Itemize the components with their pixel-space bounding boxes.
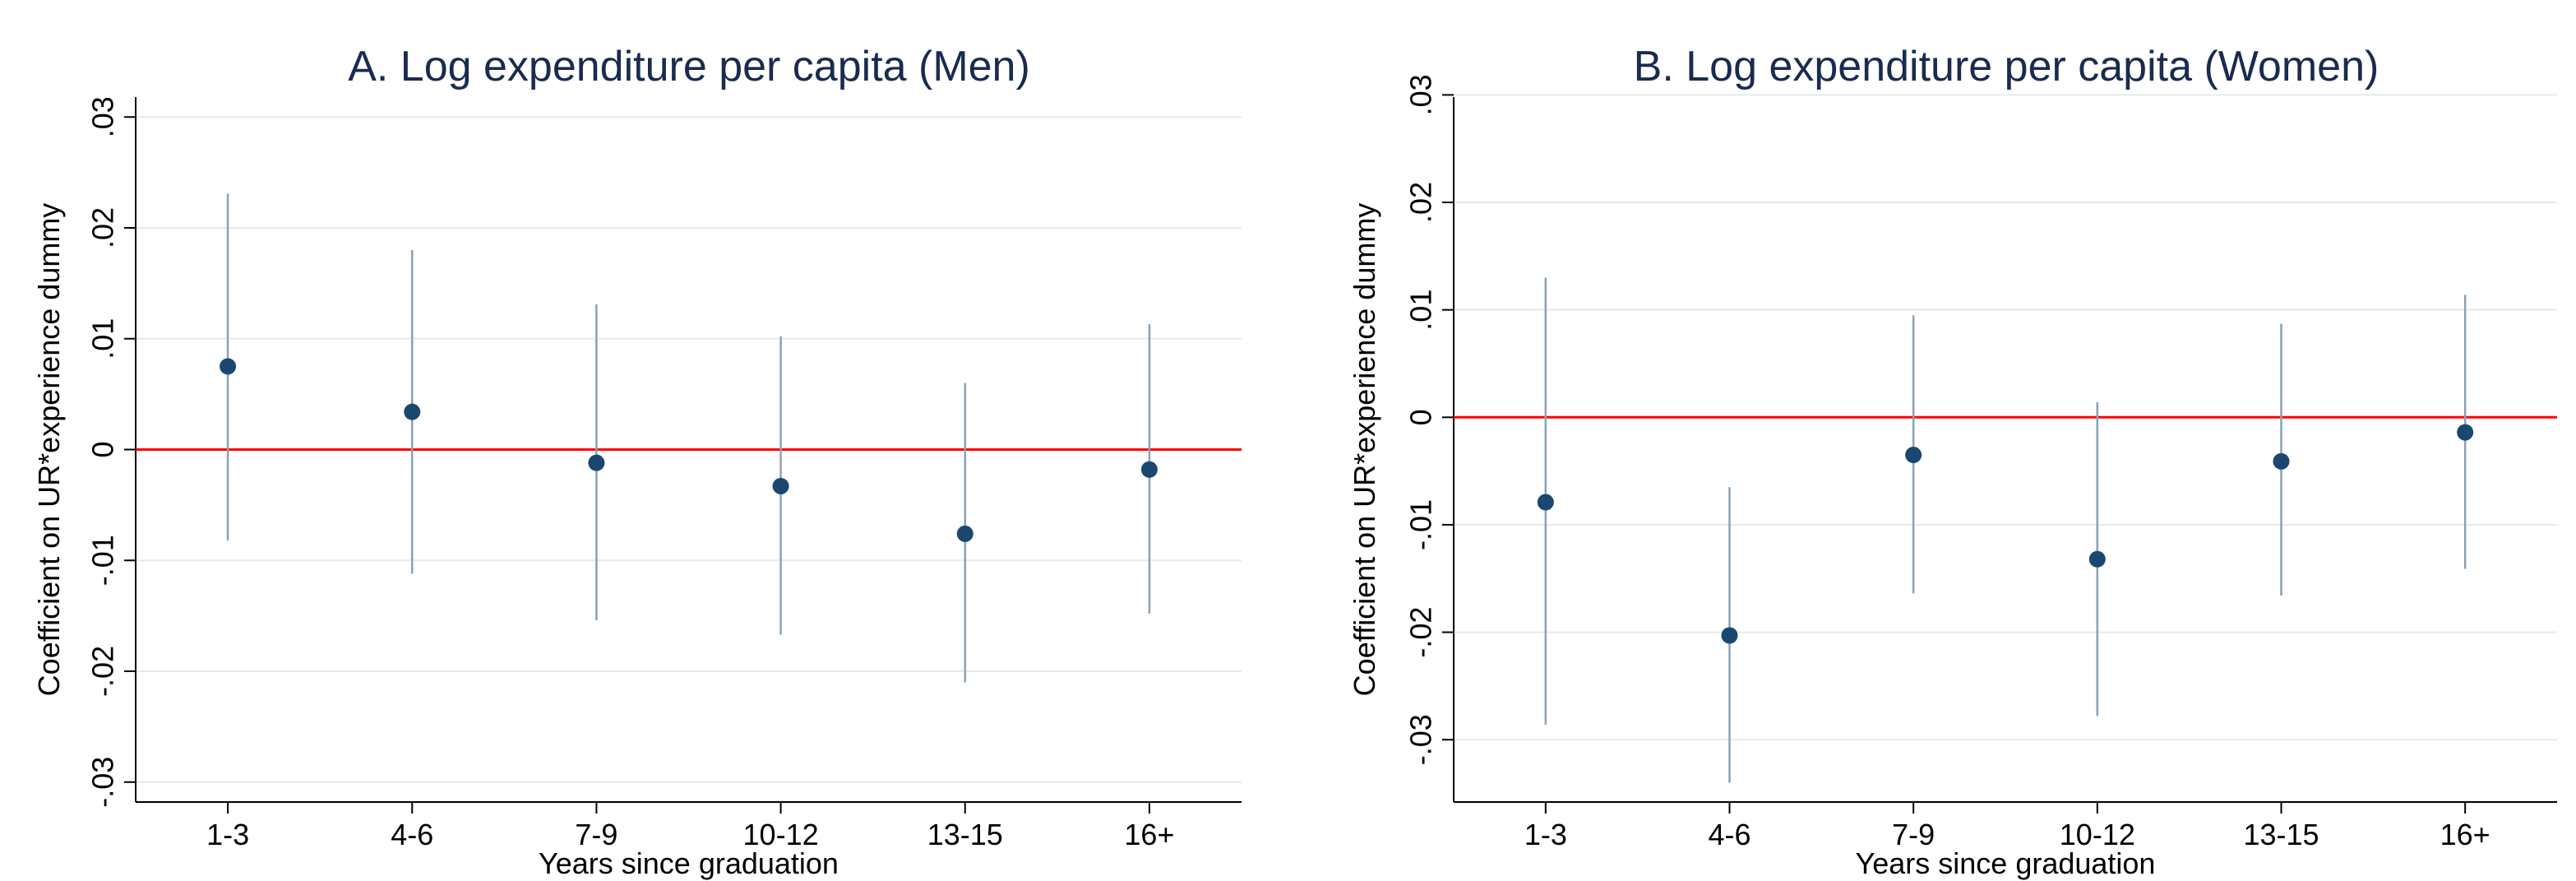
point-estimate xyxy=(1140,461,1158,478)
y-tick-label: -.03 xyxy=(1404,714,1438,765)
x-tick-label: 16+ xyxy=(2440,818,2490,851)
y-tick-label: .02 xyxy=(86,207,120,248)
y-tick-label: .01 xyxy=(86,318,120,359)
y-tick-label: .02 xyxy=(1404,182,1438,223)
y-tick-label: .01 xyxy=(1404,290,1438,331)
axes xyxy=(124,97,1242,814)
y-tick-label: .03 xyxy=(86,96,120,137)
y-tick-label: -.01 xyxy=(1404,499,1438,550)
chart-panel-men: A. Log expenditure per capita (Men) Coef… xyxy=(32,43,1242,880)
x-tick-label: 13-15 xyxy=(927,818,1003,851)
y-tick-label: -.03 xyxy=(86,757,120,808)
point-estimate xyxy=(772,477,789,494)
y-tick-label: 0 xyxy=(86,441,120,457)
point-estimate xyxy=(2088,550,2106,568)
y-tick-label: -.02 xyxy=(1404,607,1438,658)
point-estimate xyxy=(956,525,974,542)
tick-labels: .03 .02 .01 0 -.01 -.02 -.03 1-3 4-6 7-9 10-12 13-1… xyxy=(86,96,1175,851)
x-tick-label: 13-15 xyxy=(2243,818,2319,851)
x-tick-label: 7-9 xyxy=(575,818,617,851)
x-tick-label: 1-3 xyxy=(206,818,249,851)
x-tick-label: 7-9 xyxy=(1892,818,1935,851)
chart-title: A. Log expenditure per capita (Men) xyxy=(348,43,1030,90)
data-marks xyxy=(1537,277,2474,783)
x-tick-label: 4-6 xyxy=(1708,818,1750,851)
x-axis-label: Years since graduation xyxy=(1856,846,2156,880)
point-estimate xyxy=(220,358,237,375)
x-tick-label: 10-12 xyxy=(2060,818,2135,851)
y-tick-label: .03 xyxy=(1404,74,1438,115)
y-tick-label: -.01 xyxy=(86,535,120,586)
x-axis-label: Years since graduation xyxy=(539,846,839,880)
x-tick-label: 4-6 xyxy=(391,818,433,851)
x-tick-label: 1-3 xyxy=(1524,818,1567,851)
y-axis-label: Coefficient on UR*experience dummy xyxy=(32,203,66,697)
tick-labels: .03 .02 .01 0 -.01 -.02 -.03 1-3 4-6 7-9 10-12 13-1… xyxy=(1404,74,2490,851)
point-estimate xyxy=(1537,494,1554,511)
y-tick-label: -.02 xyxy=(86,646,120,697)
point-estimate xyxy=(2273,452,2290,470)
axes xyxy=(1442,94,2557,814)
data-marks xyxy=(220,193,1158,683)
point-estimate xyxy=(1721,627,1738,644)
chart-title: B. Log expenditure per capita (Women) xyxy=(1634,43,2379,90)
point-estimate xyxy=(1905,447,1922,464)
point-estimate xyxy=(2457,424,2474,441)
x-tick-label: 10-12 xyxy=(743,818,819,851)
point-estimate xyxy=(588,454,605,471)
point-estimate xyxy=(404,403,421,420)
x-tick-label: 16+ xyxy=(1124,818,1174,851)
y-axis-label: Coefficient on UR*experience dummy xyxy=(1348,203,1381,697)
y-tick-label: 0 xyxy=(1404,409,1438,425)
chart-panel-women: B. Log expenditure per capita (Women) Co… xyxy=(1348,43,2557,880)
